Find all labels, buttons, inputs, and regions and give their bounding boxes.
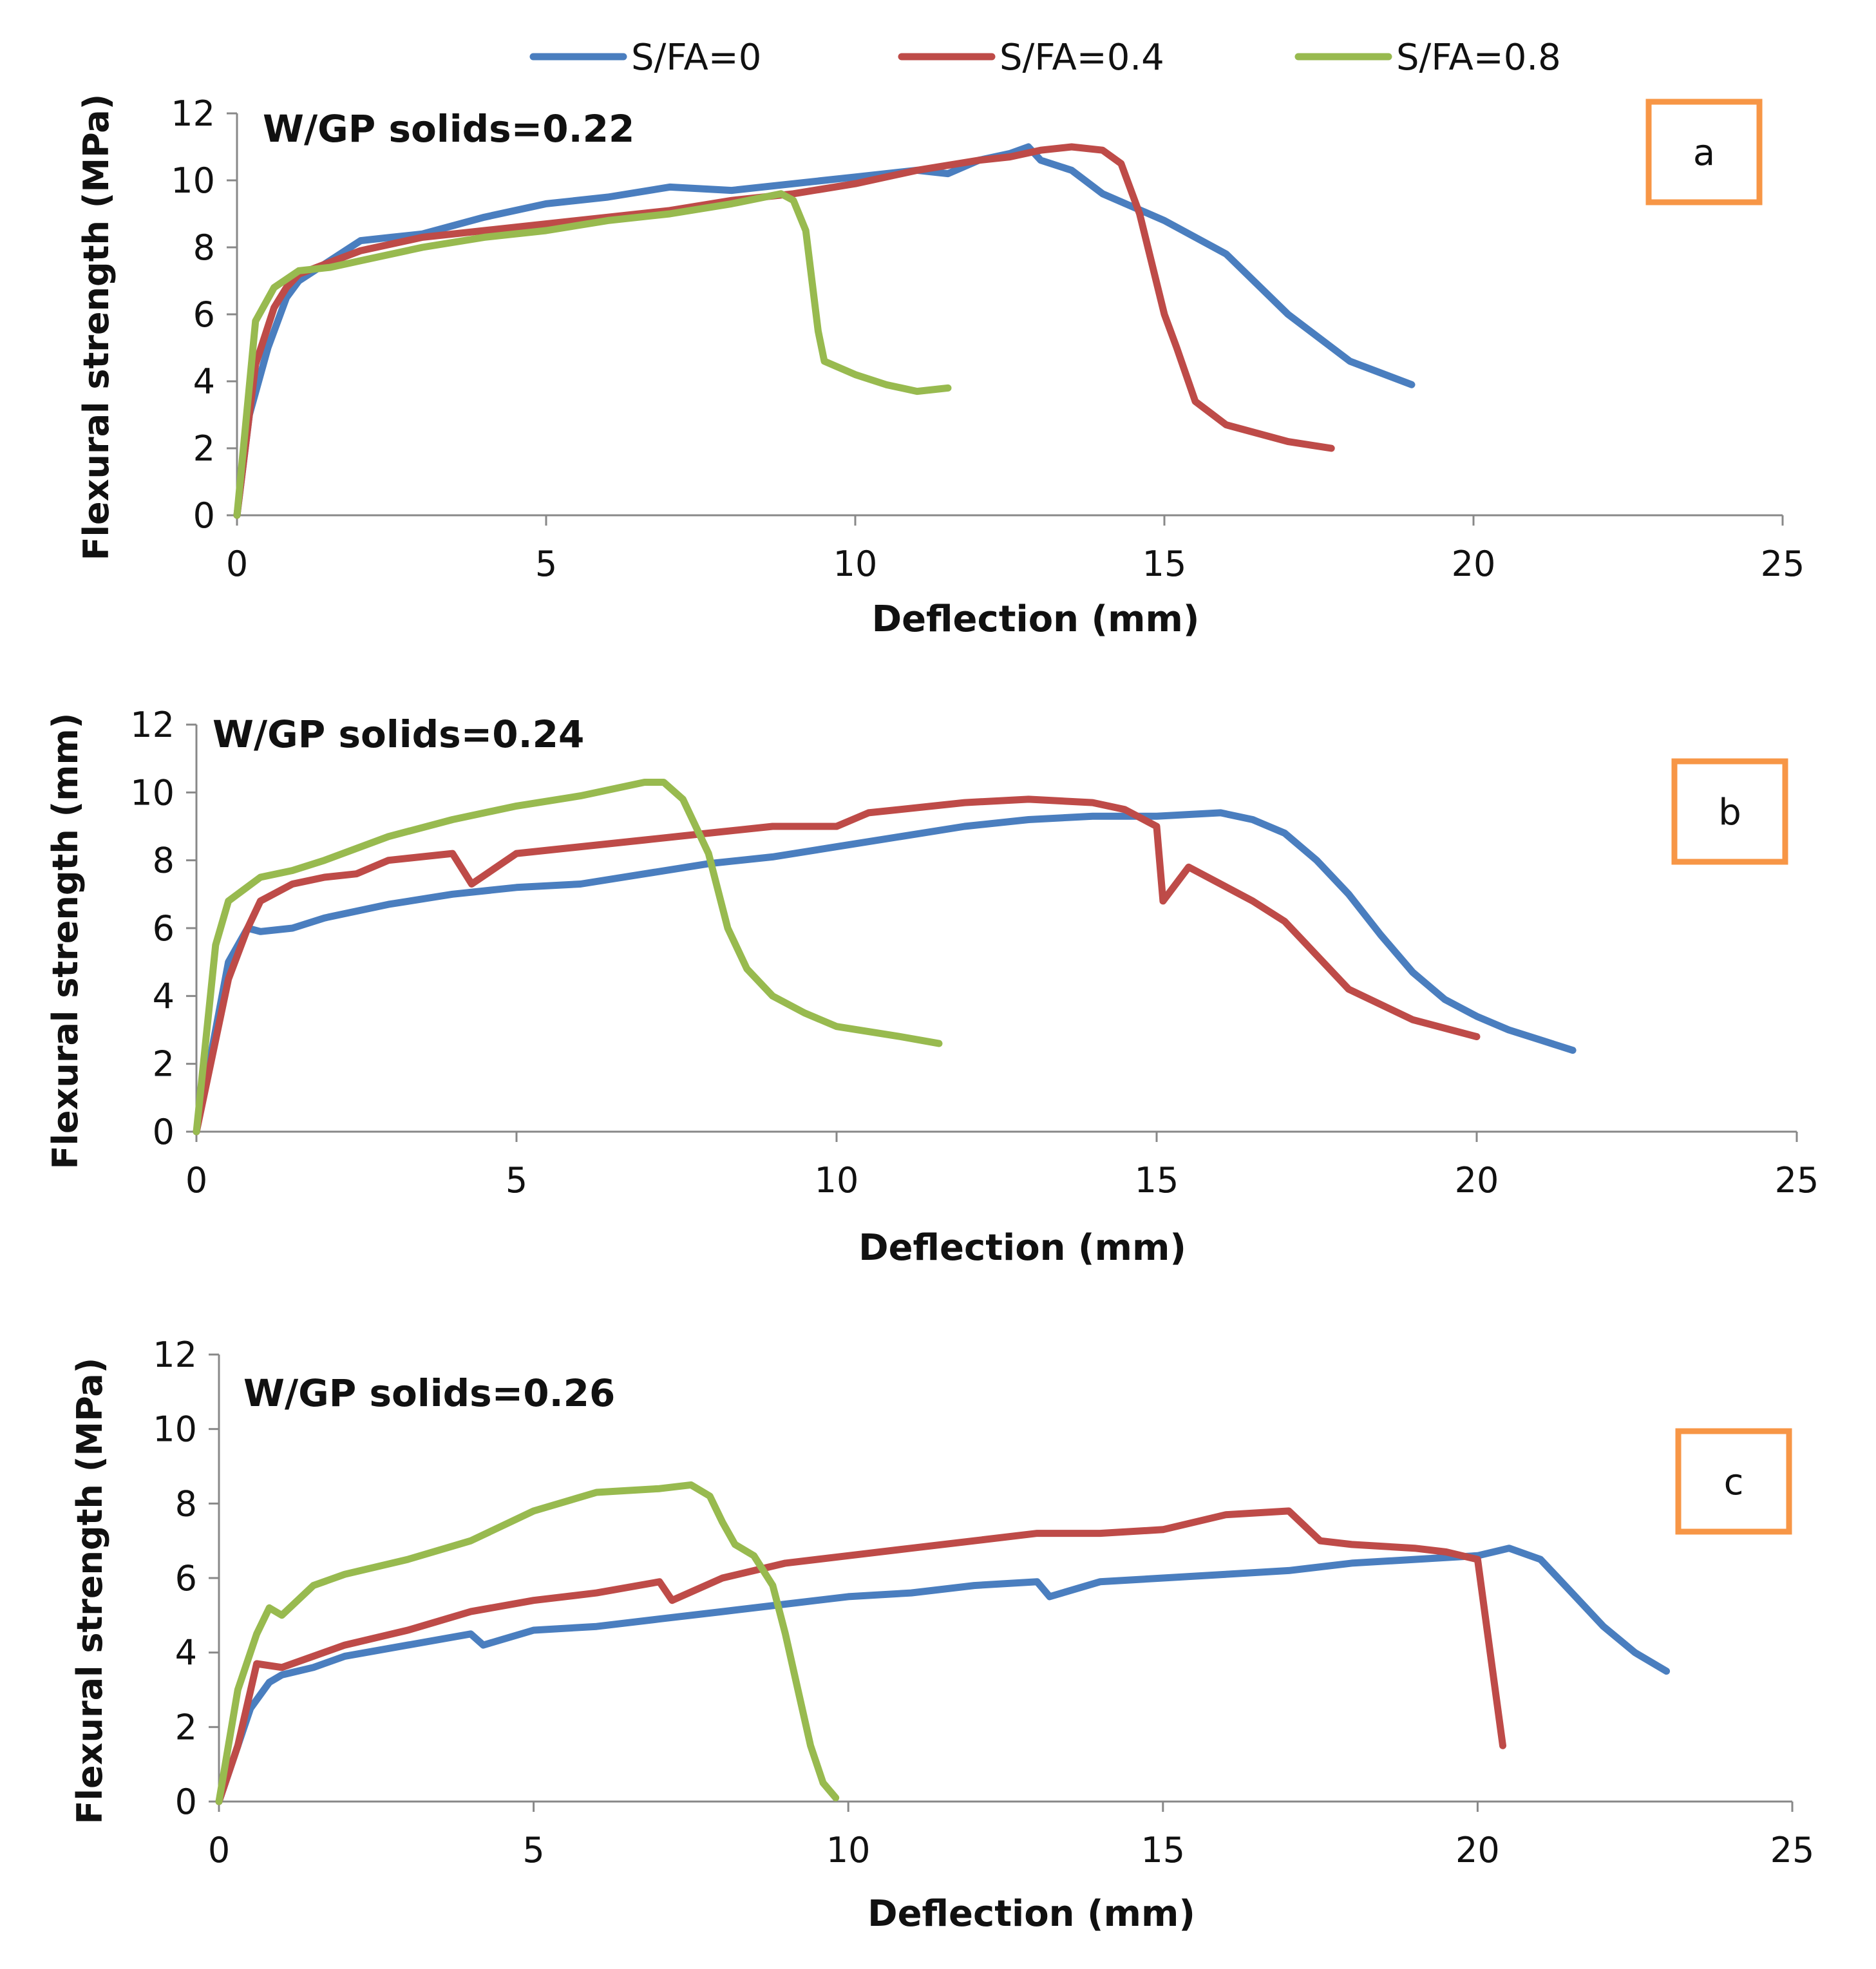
y-axis-title: Flexural strength (MPa) — [70, 1358, 110, 1825]
x-tick-label: 10 — [815, 1160, 859, 1201]
chart-panel-c: 0 2 4 6 8 10 12 0 5 10 15 20 25 Deflection (mm) Flexur… — [70, 1335, 1814, 1935]
series-line-S/FA=0.4 — [233, 143, 1335, 519]
x-tick-label: 0 — [208, 1830, 230, 1870]
x-tick-label: 25 — [1770, 1830, 1815, 1870]
series-line-S/FA=0 — [233, 143, 1416, 519]
x-tick-label: 0 — [226, 544, 248, 584]
x-tick-label: 20 — [1452, 544, 1496, 584]
y-tick-label: 8 — [153, 841, 175, 881]
annotation-text: W/GP solids=0.22 — [263, 107, 634, 151]
panel-label-text: b — [1718, 792, 1741, 833]
y-tick-label: 0 — [153, 1112, 175, 1152]
y-tick-label: 10 — [171, 160, 215, 201]
x-tick-label: 15 — [1141, 1830, 1185, 1870]
y-tick-label: 10 — [153, 1409, 197, 1450]
series-line-S/FA=0.4 — [193, 795, 1481, 1136]
y-tick-label: 12 — [153, 1335, 197, 1375]
panel-label-text: c — [1724, 1461, 1744, 1503]
legend: S/FA=0 S/FA=0.4 S/FA=0.8 — [529, 37, 1561, 79]
y-tick-label: 6 — [175, 1558, 197, 1599]
series-line-S/FA=0.8 — [215, 1481, 840, 1805]
y-tick-label: 4 — [175, 1633, 197, 1673]
y-tick-label: 8 — [175, 1483, 197, 1524]
y-axis-title: Flexural strength (MPa) — [76, 94, 117, 561]
legend-label-1: S/FA=0.4 — [1000, 37, 1164, 79]
y-tick-label: 0 — [193, 495, 215, 536]
y-tick-label: 10 — [130, 772, 175, 813]
series-line-S/FA=0.8 — [193, 779, 943, 1136]
annotation-text: W/GP solids=0.24 — [213, 712, 584, 756]
x-tick-label: 10 — [826, 1830, 871, 1870]
x-tick-label: 25 — [1775, 1160, 1819, 1201]
chart-panel-b: 0 2 4 6 8 10 12 0 5 10 15 20 25 Deflection (mm) Flexur… — [45, 705, 1819, 1269]
series-line-S/FA=0 — [215, 1545, 1671, 1805]
y-tick-label: 4 — [153, 976, 175, 1016]
y-tick-label: 6 — [193, 294, 215, 335]
x-tick-label: 25 — [1761, 544, 1805, 584]
y-tick-label: 6 — [153, 908, 175, 949]
x-axis-title: Deflection (mm) — [872, 598, 1200, 640]
panel-label-box — [1675, 1428, 1792, 1535]
series-line-S/FA=0.8 — [233, 190, 952, 519]
panel-label-box — [1671, 758, 1788, 865]
y-tick-label: 2 — [153, 1044, 175, 1085]
x-tick-label: 5 — [506, 1160, 527, 1201]
y-tick-label: 12 — [130, 705, 175, 745]
annotation-text: W/GP solids=0.26 — [243, 1371, 615, 1415]
legend-label-0: S/FA=0 — [631, 37, 761, 79]
x-tick-label: 5 — [535, 544, 557, 584]
x-axis-title: Deflection (mm) — [858, 1227, 1186, 1269]
x-axis-title: Deflection (mm) — [867, 1893, 1195, 1935]
series-line-S/FA=0 — [193, 809, 1577, 1136]
x-tick-label: 20 — [1455, 1830, 1500, 1870]
y-tick-label: 2 — [193, 428, 215, 469]
y-axis-title: Flexural strength (mm) — [45, 713, 86, 1170]
legend-label-2: S/FA=0.8 — [1396, 37, 1561, 79]
y-tick-label: 0 — [175, 1782, 197, 1822]
x-tick-label: 15 — [1135, 1160, 1179, 1201]
y-tick-label: 2 — [175, 1707, 197, 1747]
y-tick-label: 8 — [193, 227, 215, 268]
panel-label-text: a — [1693, 132, 1715, 174]
x-tick-label: 0 — [185, 1160, 207, 1201]
chart-panel-a: 0 2 4 6 8 10 12 0 5 10 15 20 25 Deflection (mm) Flexur… — [76, 93, 1805, 640]
x-tick-label: 10 — [833, 544, 878, 584]
series-line-S/FA=0.4 — [215, 1507, 1506, 1805]
panel-label-box — [1645, 99, 1763, 205]
x-tick-label: 20 — [1455, 1160, 1499, 1201]
y-tick-label: 4 — [193, 361, 215, 402]
x-tick-label: 15 — [1142, 544, 1187, 584]
y-tick-label: 12 — [171, 93, 215, 134]
x-tick-label: 5 — [522, 1830, 544, 1870]
